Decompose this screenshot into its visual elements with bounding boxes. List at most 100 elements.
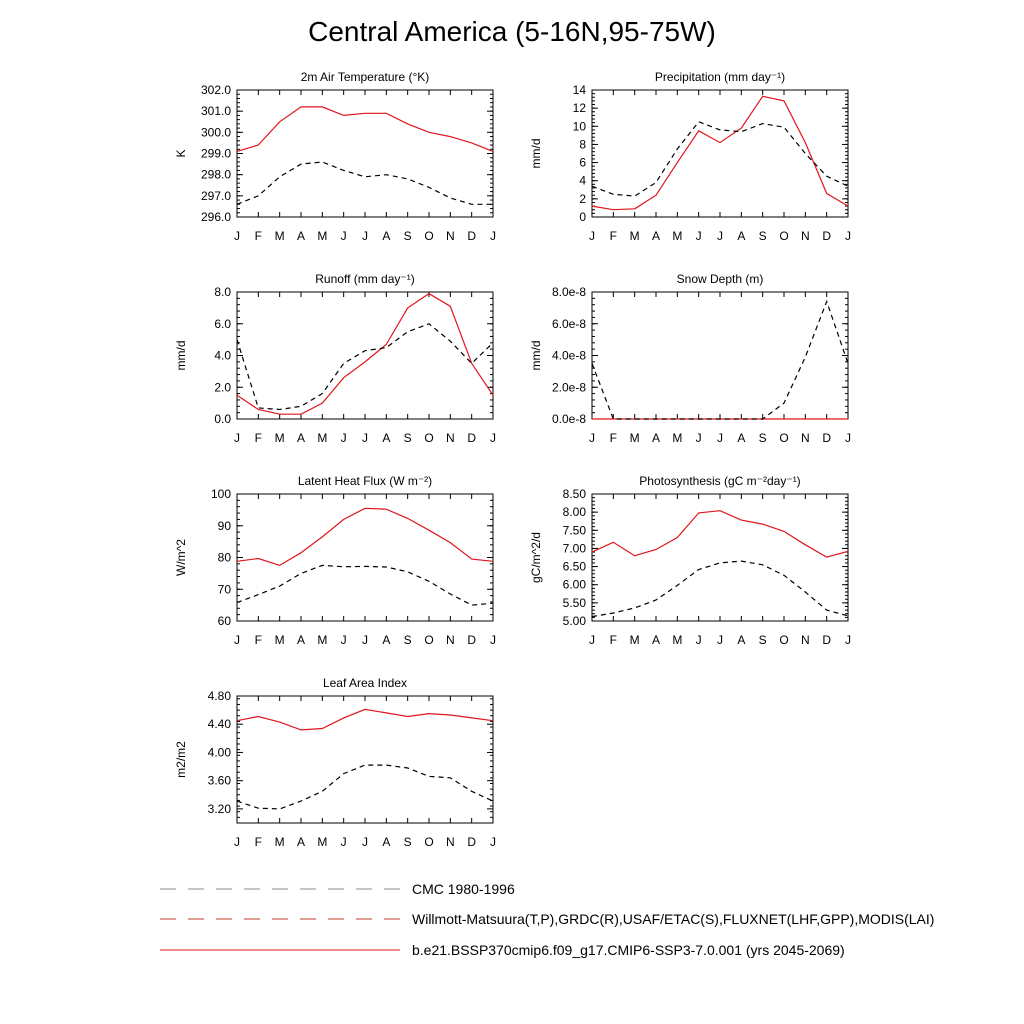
y-tick-label: 4.80 xyxy=(208,689,232,703)
y-tick-label: 80 xyxy=(218,551,232,565)
x-tick-label: M xyxy=(275,229,285,243)
y-tick-label: 6.0 xyxy=(214,317,231,331)
y-tick-label: 7.00 xyxy=(563,541,587,555)
y-tick-label: 297.0 xyxy=(201,189,231,203)
observed-series-line xyxy=(591,560,849,618)
x-tick-label: N xyxy=(446,835,455,849)
x-tick-label: F xyxy=(255,633,262,647)
y-axis-label: K xyxy=(174,149,188,157)
y-tick-label: 0.0 xyxy=(214,412,231,426)
x-tick-label: S xyxy=(759,633,767,647)
panel-title: Latent Heat Flux (W m⁻²) xyxy=(298,474,432,488)
x-tick-label: N xyxy=(801,633,810,647)
y-tick-label: 0.0e-8 xyxy=(552,412,586,426)
x-tick-label: J xyxy=(696,229,702,243)
model-series-line xyxy=(236,106,494,152)
y-tick-label: 6 xyxy=(579,156,586,170)
x-tick-label: D xyxy=(467,835,476,849)
x-tick-label: A xyxy=(382,229,390,243)
x-tick-label: J xyxy=(341,229,347,243)
x-tick-label: J xyxy=(341,835,347,849)
x-tick-label: N xyxy=(446,633,455,647)
x-tick-label: J xyxy=(717,431,723,445)
plot-frame xyxy=(236,89,494,218)
y-tick-label: 100 xyxy=(211,487,231,501)
observed-series-line xyxy=(236,764,494,810)
y-axis-label: m2/m2 xyxy=(174,741,188,778)
panel-title: Runoff (mm day⁻¹) xyxy=(315,272,414,286)
x-tick-label: J xyxy=(589,633,595,647)
x-tick-label: J xyxy=(845,229,851,243)
model-series-line xyxy=(236,708,494,731)
x-tick-label: J xyxy=(845,431,851,445)
panel-snow-depth-m: J F M A M J J A S O N D J0.0e-82.0e-84.0e-86.0e-88.0… xyxy=(529,272,851,445)
x-tick-label: S xyxy=(404,431,412,445)
x-tick-label: J xyxy=(362,431,368,445)
y-tick-label: 299.0 xyxy=(201,147,231,161)
model-series-line xyxy=(236,507,494,567)
x-tick-label: M xyxy=(630,431,640,445)
x-tick-label: J xyxy=(696,633,702,647)
y-tick-label: 4.0 xyxy=(214,349,231,363)
x-tick-label: O xyxy=(779,633,788,647)
x-tick-label: S xyxy=(759,431,767,445)
y-tick-label: 8.50 xyxy=(563,487,587,501)
observed-series-line xyxy=(591,121,849,197)
x-tick-label: O xyxy=(779,229,788,243)
x-tick-label: A xyxy=(652,229,660,243)
x-tick-label: A xyxy=(297,431,305,445)
model-series-line xyxy=(591,95,849,211)
y-tick-label: 6.00 xyxy=(563,578,587,592)
x-tick-label: D xyxy=(467,229,476,243)
x-tick-label: O xyxy=(424,633,433,647)
x-tick-label: J xyxy=(362,633,368,647)
plot-frame xyxy=(591,291,849,420)
legend xyxy=(160,888,400,951)
x-tick-label: A xyxy=(382,431,390,445)
plot-frame xyxy=(236,291,494,420)
x-tick-label: J xyxy=(589,431,595,445)
x-tick-label: A xyxy=(652,431,660,445)
y-tick-label: 2 xyxy=(579,192,586,206)
x-tick-label: F xyxy=(610,229,617,243)
x-tick-label: J xyxy=(490,229,496,243)
y-tick-label: 90 xyxy=(218,519,232,533)
y-tick-label: 0 xyxy=(579,210,586,224)
y-tick-label: 8 xyxy=(579,137,586,151)
panel-title: Precipitation (mm day⁻¹) xyxy=(655,70,785,84)
page-title: Central America (5-16N,95-75W) xyxy=(308,16,716,47)
observed-series-line xyxy=(236,564,494,606)
y-tick-label: 6.0e-8 xyxy=(552,317,586,331)
x-tick-label: M xyxy=(317,835,327,849)
y-tick-label: 8.0e-8 xyxy=(552,285,586,299)
x-tick-label: A xyxy=(382,835,390,849)
y-tick-label: 12 xyxy=(573,101,587,115)
x-tick-label: F xyxy=(255,431,262,445)
y-axis-label: mm/d xyxy=(529,139,543,169)
x-tick-label: J xyxy=(717,633,723,647)
y-tick-label: 2.0e-8 xyxy=(552,380,586,394)
y-axis-label: gC/m^2/d xyxy=(529,532,543,583)
x-tick-label: A xyxy=(297,835,305,849)
x-tick-label: N xyxy=(446,229,455,243)
x-tick-label: N xyxy=(801,431,810,445)
y-tick-label: 4 xyxy=(579,174,586,188)
model-series-line xyxy=(591,510,849,558)
x-tick-label: A xyxy=(737,633,745,647)
y-tick-label: 300.0 xyxy=(201,125,231,139)
y-tick-label: 296.0 xyxy=(201,210,231,224)
y-tick-label: 5.50 xyxy=(563,596,587,610)
y-tick-label: 8.0 xyxy=(214,285,231,299)
x-tick-label: M xyxy=(275,835,285,849)
y-tick-label: 4.0e-8 xyxy=(552,349,586,363)
x-tick-label: M xyxy=(317,633,327,647)
x-tick-label: A xyxy=(297,229,305,243)
y-axis-label: mm/d xyxy=(174,341,188,371)
observed-series-line xyxy=(236,323,494,411)
plot-frame xyxy=(591,493,849,622)
y-tick-label: 5.00 xyxy=(563,614,587,628)
x-tick-label: O xyxy=(424,835,433,849)
x-tick-label: S xyxy=(404,835,412,849)
